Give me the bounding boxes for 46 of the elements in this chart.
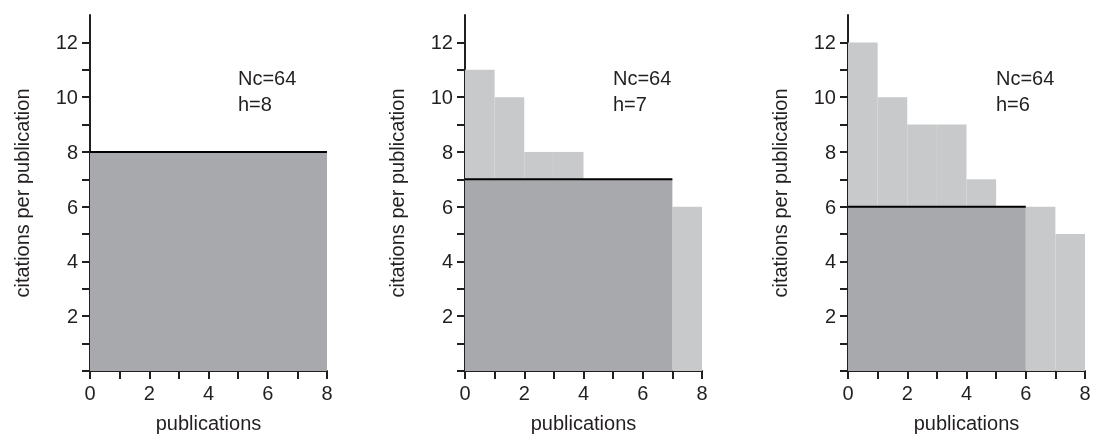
annotation: Nc=64 (613, 67, 672, 89)
y-tick-label: 4 (441, 250, 453, 273)
x-tick-label: 8 (696, 382, 708, 404)
y-tick-label: 10 (430, 86, 453, 109)
y-tick-label: 2 (824, 305, 836, 328)
y-tick-label: 8 (66, 140, 78, 163)
y-tick-label: 6 (824, 195, 836, 218)
annotation: Nc=64 (238, 67, 297, 89)
x-tick-label: 4 (960, 382, 973, 404)
y-tick-label: 4 (66, 250, 78, 273)
x-tick-label: 6 (262, 382, 274, 404)
x-axis-title: publications (913, 412, 1020, 434)
x-axis-title: publications (155, 412, 262, 434)
bar (672, 206, 702, 371)
x-tick-label: 2 (143, 382, 155, 404)
y-tick-label: 2 (66, 305, 78, 328)
annotation: h=6 (996, 93, 1030, 115)
x-tick-label: 8 (321, 382, 333, 404)
y-tick-label: 2 (441, 305, 453, 328)
x-tick-label: 6 (1020, 382, 1032, 404)
y-tick-label: 8 (824, 140, 836, 163)
y-tick-label: 4 (824, 250, 836, 273)
x-tick-label: 8 (1079, 382, 1091, 404)
x-tick-label: 2 (901, 382, 913, 404)
y-axis-title: citations per publication (11, 88, 33, 298)
x-tick-label: 4 (577, 382, 590, 404)
y-tick-label: 10 (813, 86, 836, 109)
x-tick-label: 4 (202, 382, 215, 404)
y-axis-title: citations per publication (769, 88, 791, 298)
annotation: h=8 (238, 93, 272, 115)
y-tick-label: 12 (55, 31, 78, 54)
x-axis-title: publications (530, 412, 637, 434)
x-tick-label: 0 (459, 382, 471, 404)
y-tick-label: 6 (66, 195, 78, 218)
x-tick-label: 0 (84, 382, 96, 404)
y-tick-label: 8 (441, 140, 453, 163)
x-tick-label: 2 (518, 382, 530, 404)
y-tick-label: 6 (441, 195, 453, 218)
y-tick-label: 12 (430, 31, 453, 54)
annotation: h=7 (613, 93, 647, 115)
y-tick-label: 12 (813, 31, 836, 54)
annotation: Nc=64 (996, 67, 1055, 89)
y-axis-title: citations per publication (386, 88, 408, 298)
x-tick-label: 6 (637, 382, 649, 404)
x-tick-label: 0 (842, 382, 854, 404)
y-tick-label: 10 (55, 86, 78, 109)
